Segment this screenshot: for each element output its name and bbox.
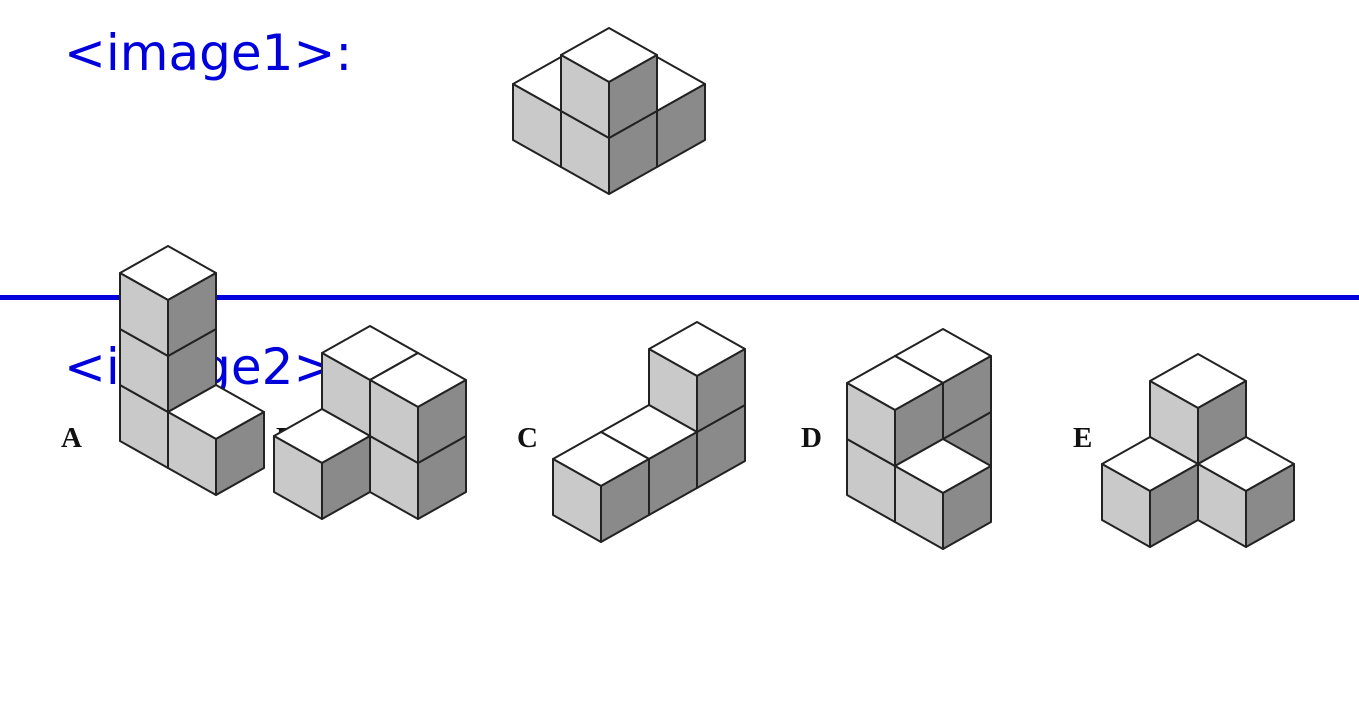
option-a-label: A [61,422,82,454]
cube-4-right-face [600,458,650,543]
reference-cube-structure [512,27,706,195]
option-c-cube-structure [552,321,746,543]
option-e-cube-structure [1101,353,1295,548]
section-divider [0,295,1359,300]
option-b-cube-structure [273,325,467,520]
cube-4-right-face [1149,463,1199,548]
option-e-label: E [1073,422,1093,454]
option-a-cube-structure [119,245,265,496]
cube-4-right-face [321,435,371,520]
option-c-label: C [517,422,538,454]
cube-4-right-face [215,411,265,496]
cube-3-right-face [167,272,217,357]
cube-3-right-face [1245,463,1295,548]
option-d-cube-structure [846,328,992,550]
cube-5-right-face [942,465,992,550]
image1-label: <image1>: [64,24,353,82]
cube-5-right-face [608,54,658,139]
option-d-label: D [801,422,822,454]
cube-5-right-face [417,379,467,464]
